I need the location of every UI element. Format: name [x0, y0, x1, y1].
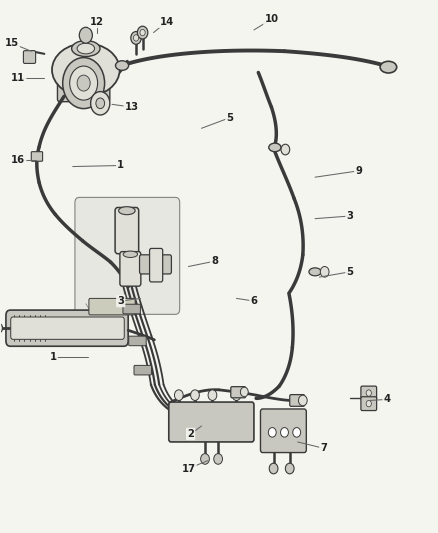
Text: 2: 2: [187, 429, 194, 439]
Circle shape: [298, 395, 307, 406]
FancyBboxPatch shape: [140, 255, 171, 274]
Text: 16: 16: [11, 155, 25, 165]
Circle shape: [269, 463, 278, 474]
Circle shape: [240, 387, 248, 397]
Ellipse shape: [380, 61, 397, 73]
Text: 11: 11: [11, 73, 25, 83]
Circle shape: [286, 463, 294, 474]
Text: 13: 13: [125, 102, 139, 112]
Circle shape: [131, 31, 141, 44]
Text: 7: 7: [320, 443, 327, 453]
Text: 1: 1: [49, 352, 57, 362]
FancyBboxPatch shape: [134, 366, 152, 375]
Text: 10: 10: [265, 14, 279, 25]
Circle shape: [208, 390, 217, 400]
Circle shape: [201, 454, 209, 464]
Text: 1: 1: [117, 160, 124, 171]
FancyBboxPatch shape: [6, 310, 128, 346]
Text: 4: 4: [384, 394, 391, 405]
FancyBboxPatch shape: [120, 252, 141, 286]
Text: 3: 3: [346, 211, 353, 221]
Text: 17: 17: [181, 464, 195, 473]
Circle shape: [281, 427, 288, 437]
FancyBboxPatch shape: [290, 394, 304, 406]
Text: 14: 14: [159, 17, 174, 27]
FancyBboxPatch shape: [129, 336, 146, 346]
Circle shape: [174, 390, 183, 400]
FancyBboxPatch shape: [261, 409, 306, 453]
FancyBboxPatch shape: [75, 197, 180, 314]
Circle shape: [138, 26, 148, 39]
Ellipse shape: [72, 41, 100, 56]
FancyBboxPatch shape: [150, 248, 162, 282]
Circle shape: [70, 66, 98, 100]
Circle shape: [293, 427, 300, 437]
Text: 3: 3: [117, 296, 124, 306]
Circle shape: [134, 35, 139, 41]
Circle shape: [140, 29, 145, 36]
Ellipse shape: [0, 323, 3, 334]
FancyBboxPatch shape: [115, 207, 139, 254]
Circle shape: [320, 266, 329, 277]
Ellipse shape: [309, 268, 321, 276]
FancyBboxPatch shape: [89, 298, 135, 315]
Ellipse shape: [123, 251, 138, 257]
Circle shape: [268, 427, 276, 437]
Ellipse shape: [77, 43, 95, 54]
Ellipse shape: [116, 61, 129, 70]
FancyBboxPatch shape: [231, 386, 246, 398]
Ellipse shape: [119, 207, 135, 215]
Text: 9: 9: [355, 166, 362, 176]
Circle shape: [214, 454, 223, 464]
Text: 5: 5: [226, 112, 233, 123]
Text: 6: 6: [251, 296, 258, 306]
Text: 15: 15: [4, 38, 19, 48]
Circle shape: [77, 75, 90, 91]
FancyBboxPatch shape: [169, 402, 254, 442]
Circle shape: [91, 92, 110, 115]
Text: 8: 8: [211, 256, 218, 266]
Circle shape: [96, 98, 105, 109]
Circle shape: [191, 390, 199, 400]
Ellipse shape: [52, 43, 120, 96]
FancyBboxPatch shape: [361, 397, 377, 410]
FancyBboxPatch shape: [361, 386, 377, 400]
FancyBboxPatch shape: [31, 152, 42, 161]
Text: 12: 12: [90, 17, 104, 27]
Ellipse shape: [269, 143, 281, 152]
FancyBboxPatch shape: [57, 75, 110, 102]
FancyBboxPatch shape: [23, 51, 35, 63]
Text: 5: 5: [346, 267, 353, 277]
Circle shape: [63, 58, 105, 109]
FancyBboxPatch shape: [11, 317, 124, 340]
Circle shape: [366, 400, 371, 407]
FancyBboxPatch shape: [123, 304, 141, 314]
Circle shape: [366, 390, 371, 396]
Circle shape: [281, 144, 290, 155]
Circle shape: [79, 27, 92, 43]
Circle shape: [232, 390, 241, 400]
